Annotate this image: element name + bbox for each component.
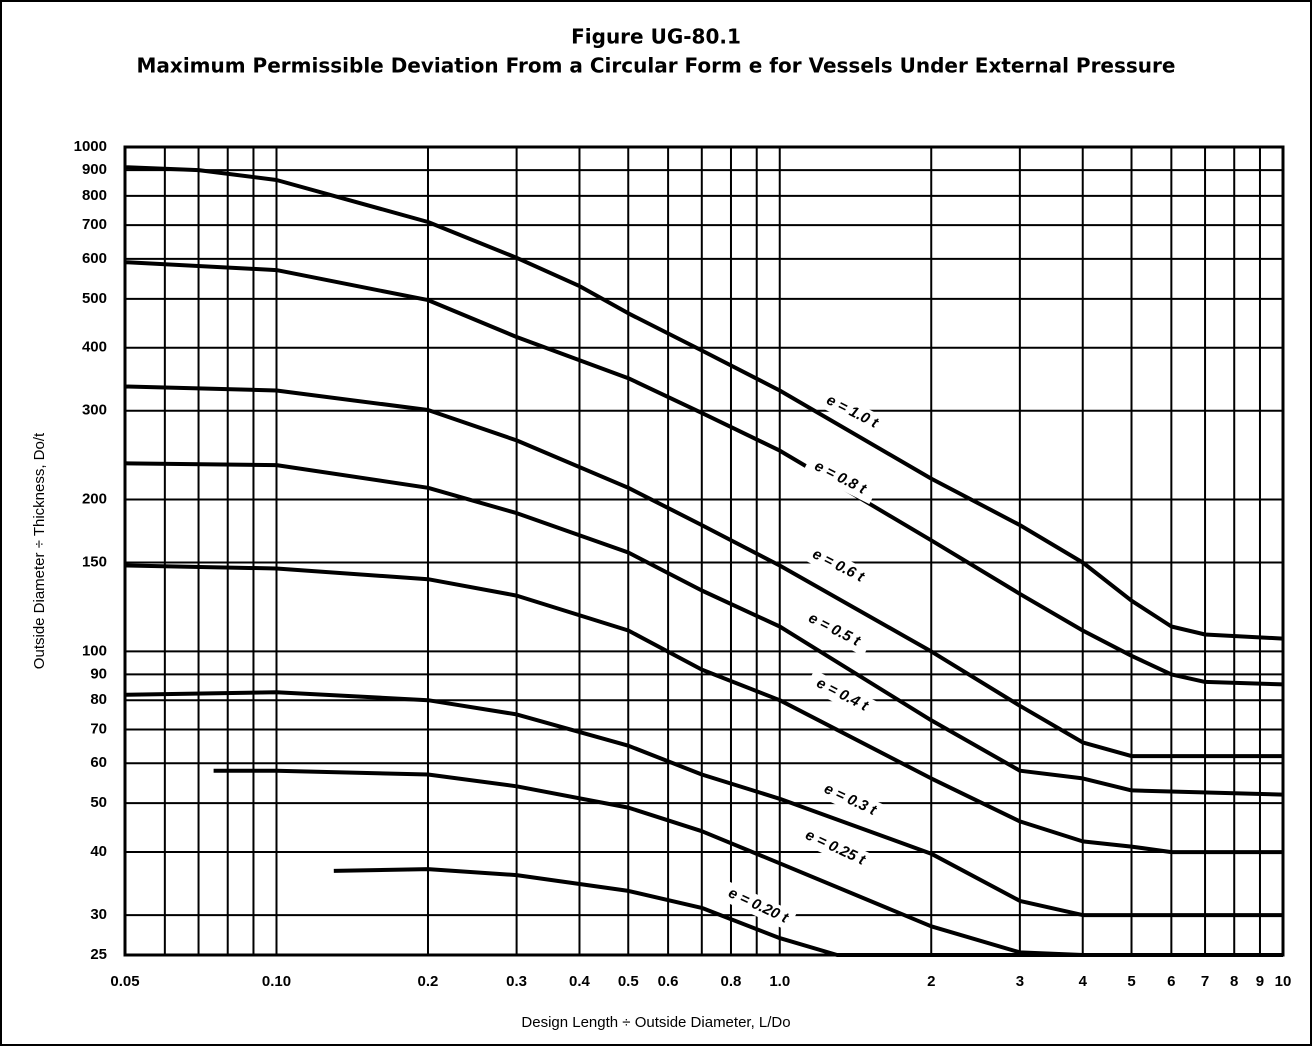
x-tick-label: 0.2 (418, 973, 439, 990)
label-background (801, 540, 877, 593)
x-tick-label: 6 (1167, 973, 1175, 990)
y-tick-label: 40 (90, 843, 107, 860)
y-tick-label: 50 (90, 794, 107, 811)
x-tick-label: 0.05 (110, 973, 139, 990)
x-tick-label: 0.6 (658, 973, 679, 990)
x-tick-label: 0.8 (721, 973, 742, 990)
y-tick-label: 100 (82, 642, 107, 659)
chart-subtitle: Maximum Permissible Deviation From a Cir… (137, 54, 1176, 78)
curve (124, 461, 1284, 797)
label-background (797, 604, 873, 657)
y-tick-label: 80 (90, 691, 107, 708)
label-background (815, 386, 891, 439)
y-tick-label: 700 (82, 216, 107, 233)
x-axis-label: Design Length ÷ Outside Diameter, L/Do (521, 1014, 790, 1031)
x-tick-label: 0.4 (569, 973, 591, 990)
curve (124, 384, 1283, 759)
y-tick-label: 900 (82, 161, 107, 178)
y-tick-label: 400 (82, 339, 107, 356)
curve (124, 690, 1283, 918)
x-tick-label: 2 (927, 973, 935, 990)
curve (333, 867, 1283, 957)
label-background (721, 881, 797, 932)
label-background (813, 775, 889, 826)
x-tick-label: 7 (1201, 973, 1209, 990)
x-tick-label: 5 (1127, 973, 1135, 990)
y-tick-label: 300 (82, 402, 107, 419)
y-tick-label: 30 (90, 906, 107, 923)
y-tick-label: 70 (90, 720, 107, 737)
y-tick-label: 25 (90, 946, 107, 963)
y-tick-label: 1000 (74, 138, 107, 155)
x-tick-label: 3 (1016, 973, 1024, 990)
x-tick-label: 0.3 (506, 973, 527, 990)
x-tick-label: 8 (1230, 973, 1238, 990)
x-tick-label: 0.10 (262, 973, 291, 990)
plot-frame (123, 145, 1285, 957)
y-tick-label: 60 (90, 754, 107, 771)
x-tick-label: 10 (1275, 973, 1292, 990)
y-tick-label: 150 (82, 554, 107, 571)
y-axis-label: Outside Diameter ÷ Thickness, Do/t (31, 432, 48, 669)
x-tick-label: 4 (1079, 973, 1088, 990)
curve (124, 563, 1283, 855)
x-tick-label: 9 (1256, 973, 1264, 990)
label-background (803, 452, 879, 505)
label-background (798, 823, 874, 874)
curve (124, 165, 1284, 641)
y-tick-label: 200 (82, 490, 107, 507)
label-background (805, 669, 881, 722)
y-tick-label: 90 (90, 665, 107, 682)
x-tick-label: 1.0 (769, 973, 790, 990)
x-tick-label: 0.5 (618, 973, 639, 990)
y-tick-label: 800 (82, 187, 107, 204)
y-tick-label: 600 (82, 250, 107, 267)
chart-title: Figure UG-80.1 (571, 25, 741, 49)
y-tick-label: 500 (82, 290, 107, 307)
